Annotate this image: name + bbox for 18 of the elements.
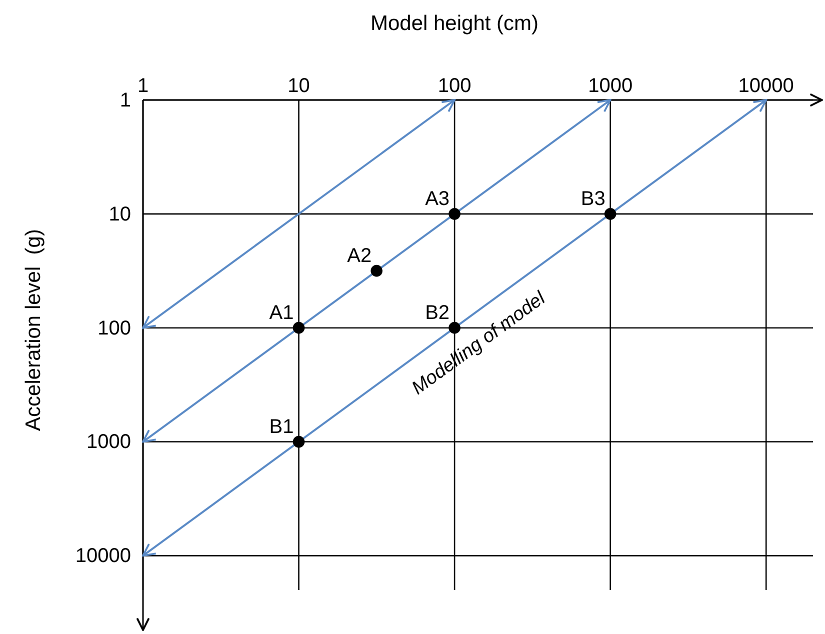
y-tick-label: 10000 xyxy=(75,545,131,568)
y-tick-label: 1 xyxy=(120,89,131,112)
annotation: B1 xyxy=(269,416,294,438)
x-tick-label: 10000 xyxy=(738,75,794,97)
annotation: A1 xyxy=(269,302,294,324)
y-tick-label: 1000 xyxy=(86,431,131,454)
annotation: A2 xyxy=(347,244,372,267)
annotation: B2 xyxy=(425,302,450,324)
x-tick-label: 100 xyxy=(438,75,472,97)
y-tick-label: 10 xyxy=(108,203,131,226)
x-tick-label: 1 xyxy=(137,75,149,97)
annotation: B3 xyxy=(580,188,606,210)
y-tick-label: 100 xyxy=(98,317,131,340)
x-tick-label: 1000 xyxy=(588,75,633,97)
x-axis-title: Model height (cm) xyxy=(370,12,539,35)
x-tick-label: 10 xyxy=(288,75,310,97)
annotation: A3 xyxy=(425,188,450,210)
y-axis-title: Acceleration level (g) xyxy=(22,229,45,431)
